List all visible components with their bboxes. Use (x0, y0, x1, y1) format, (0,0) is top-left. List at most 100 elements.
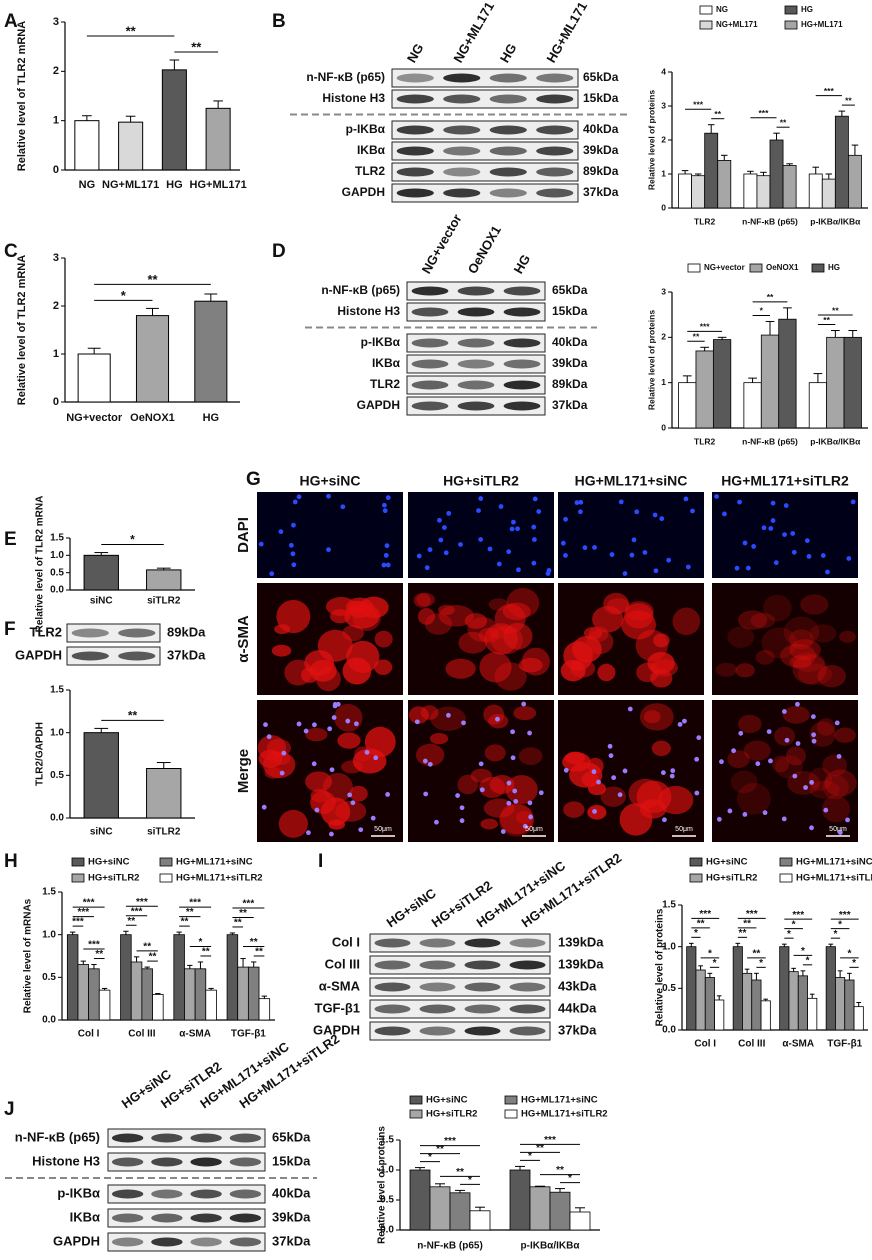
band-size: 37kDa (552, 398, 588, 412)
y-tick-label: 0.5 (380, 1195, 394, 1206)
significance-label: * (528, 1151, 532, 1162)
cell (458, 631, 488, 654)
legend-swatch (71, 857, 85, 867)
y-tick-label: 1.5 (42, 887, 56, 898)
blot-band (536, 73, 574, 83)
x-tick-label: OeNOX1 (130, 412, 175, 424)
x-tick-label: NG+ML171 (102, 179, 159, 191)
nucleus (446, 712, 451, 718)
nucleus (685, 564, 691, 570)
significance-label: * (198, 937, 202, 948)
cell (809, 780, 840, 799)
nucleus (331, 715, 337, 720)
bar (152, 994, 164, 1021)
significance-label: * (760, 306, 764, 316)
band-size: 39kDa (583, 143, 619, 157)
blot-band (190, 1237, 222, 1247)
cell (489, 775, 515, 795)
legend-label: HG+ML171+siNC (521, 1095, 598, 1106)
x-tick-label: α-SMA (179, 1029, 211, 1040)
nucleus (335, 701, 341, 707)
blot-band (489, 94, 527, 104)
blot-band (111, 1237, 144, 1247)
micrograph-column-label: HG+ML171+siTLR2 (721, 473, 849, 489)
significance-label: ** (147, 272, 158, 287)
cell (780, 643, 817, 668)
micrograph-row-label: DAPI (235, 517, 252, 553)
bar (120, 934, 132, 1021)
cell (755, 649, 775, 665)
nucleus (694, 790, 700, 796)
cell (429, 732, 449, 745)
nucleus (734, 565, 740, 571)
nucleus (784, 737, 790, 743)
blot-strip (107, 1128, 266, 1148)
band-size: 15kDa (272, 1153, 311, 1168)
blot-band (509, 938, 546, 948)
band-name: Col I (332, 934, 360, 949)
band-size: 15kDa (583, 91, 619, 105)
nucleus (622, 768, 628, 774)
blot-band (489, 125, 527, 135)
blot-strip (369, 1021, 551, 1041)
bar (778, 318, 797, 429)
y-axis-label: Relative level of mRNAs (23, 898, 34, 1013)
bar (226, 934, 239, 1021)
nucleus (806, 553, 812, 559)
blot-band (503, 401, 541, 411)
panel-letter: E (4, 529, 17, 550)
micrograph-row-label: α-SMA (235, 615, 252, 663)
nucleus (823, 807, 829, 813)
bar (161, 69, 187, 171)
blot-band (536, 188, 574, 198)
nucleus (618, 499, 624, 505)
nucleus (696, 735, 702, 741)
bar (449, 1192, 471, 1231)
y-tick-label: 3 (53, 252, 59, 264)
nucleus (478, 761, 484, 767)
nucleus (531, 524, 537, 530)
significance-label: ** (250, 937, 258, 948)
blot-band (419, 1026, 456, 1036)
blot-band (396, 125, 434, 135)
blot-band (503, 380, 541, 390)
x-tick-label: siTLR2 (147, 596, 181, 607)
bar (529, 1186, 551, 1231)
legend-label: NG+ML171 (716, 20, 758, 29)
nucleus (528, 814, 534, 820)
nucleus (538, 790, 544, 796)
y-tick-label: 1 (661, 377, 666, 387)
significance-label: * (838, 919, 842, 930)
band-size: 40kDa (272, 1185, 311, 1200)
blot-band (464, 1026, 501, 1036)
nucleus (495, 716, 500, 722)
nucleus (350, 800, 356, 806)
nucleus (795, 701, 800, 707)
nucleus (281, 750, 287, 756)
nucleus (653, 568, 659, 574)
cell (304, 650, 335, 676)
band-name: n-NF-κB (p65) (306, 70, 385, 84)
bar (469, 1210, 491, 1231)
blot-band (111, 1213, 144, 1223)
nucleus (783, 503, 789, 508)
significance-label: ** (767, 292, 774, 302)
nucleus (722, 511, 727, 517)
nucleus (755, 761, 761, 767)
scale-bar-label: 50μm (675, 826, 693, 833)
bar (788, 971, 799, 1031)
significance-label: ** (255, 947, 263, 958)
panel-letter: D (272, 241, 286, 262)
nucleus (836, 753, 842, 759)
bar (146, 768, 182, 819)
cell (586, 629, 614, 655)
band-name: GAPDH (342, 185, 385, 199)
bar (825, 946, 836, 1031)
y-tick-label: 1.0 (380, 1165, 394, 1176)
cell (374, 630, 393, 648)
x-tick-label: HG (166, 179, 183, 191)
legend-swatch (689, 857, 703, 867)
blot-band (489, 73, 527, 83)
band-name: Histone H3 (337, 304, 400, 318)
band-name: α-SMA (319, 978, 361, 993)
